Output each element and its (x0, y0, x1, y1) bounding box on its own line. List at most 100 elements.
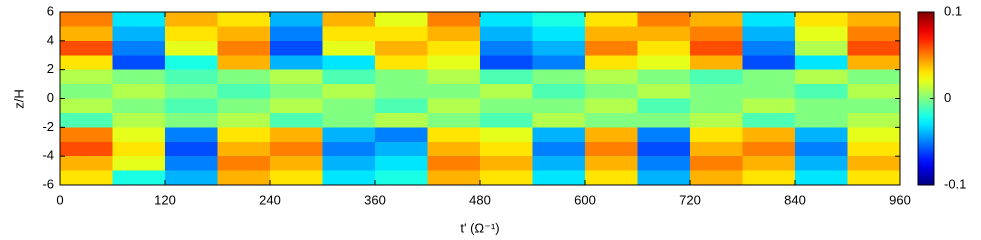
heatmap-cell (322, 112, 376, 128)
heatmap-cell (690, 26, 743, 42)
heatmap-cell (60, 40, 113, 56)
heatmap-cell (795, 69, 848, 85)
heatmap-cell (690, 127, 743, 143)
heatmap-cell (427, 156, 481, 172)
heatmap-cell (60, 127, 113, 143)
heatmap-cell (795, 84, 848, 99)
heatmap-cell (322, 55, 376, 71)
heatmap-cell (690, 141, 743, 157)
heatmap-cell (165, 156, 218, 172)
heatmap-cell (427, 40, 481, 56)
heatmap-cell (637, 26, 691, 42)
heatmap-cell (217, 112, 271, 128)
y-tick-label: 4 (47, 32, 54, 47)
heatmap-cell (375, 127, 428, 143)
heatmap-cell (585, 55, 638, 71)
heatmap-cell (532, 12, 586, 27)
heatmap-cell (847, 141, 901, 157)
heatmap-cell (585, 69, 638, 85)
heatmap-cell (532, 127, 586, 143)
heatmap-cell (742, 156, 796, 172)
heatmap-cell (427, 55, 481, 71)
heatmap-cell (60, 55, 113, 71)
heatmap-cell (165, 40, 218, 56)
heatmap-cell (637, 55, 691, 71)
heatmap-cell (322, 69, 376, 85)
heatmap-cell (322, 84, 376, 99)
heatmap-cell (112, 55, 166, 71)
heatmap-cell (795, 141, 848, 157)
heatmap-cell (270, 69, 323, 85)
y-tick-label: 2 (47, 61, 54, 76)
heatmap-cell (532, 112, 586, 128)
heatmap-cell (480, 12, 533, 27)
heatmap-cell (112, 26, 166, 42)
heatmap-cell (165, 170, 218, 186)
heatmap-cell (270, 127, 323, 143)
heatmap-cell (690, 69, 743, 85)
x-tick-label: 960 (889, 192, 911, 207)
heatmap-cell (427, 84, 481, 99)
heatmap-cell (585, 40, 638, 56)
heatmap-cell (322, 12, 376, 27)
heatmap-cell (217, 141, 271, 157)
heatmap-cell (585, 12, 638, 27)
heatmap-cell (60, 98, 113, 114)
heatmap-cell (217, 170, 271, 186)
heatmap-cell (532, 156, 586, 172)
heatmap-cell (690, 156, 743, 172)
heatmap-cell (480, 112, 533, 128)
heatmap-cell (585, 141, 638, 157)
heatmap-cell (480, 141, 533, 157)
heatmap-cell (270, 98, 323, 114)
heatmap-cell (112, 84, 166, 99)
heatmap-cell (480, 69, 533, 85)
heatmap-cell (637, 40, 691, 56)
heatmap-cell (60, 26, 113, 42)
heatmap-cell (112, 170, 166, 186)
heatmap-cell (690, 40, 743, 56)
heatmap-cell (322, 141, 376, 157)
y-tick-label: 6 (47, 3, 54, 18)
x-tick-label: 600 (574, 192, 596, 207)
heatmap-cell (847, 98, 901, 114)
heatmap-cell (742, 12, 796, 27)
heatmap-cell (480, 98, 533, 114)
heatmap-cell (112, 112, 166, 128)
heatmap-cell (112, 156, 166, 172)
heatmap-cell (112, 98, 166, 114)
y-tick-label: -2 (42, 119, 54, 134)
heatmap-cell (480, 127, 533, 143)
heatmap-cell (742, 69, 796, 85)
heatmap-cell (585, 127, 638, 143)
y-tick-label: -4 (42, 148, 54, 163)
heatmap-cell (742, 40, 796, 56)
heatmap-cell (375, 12, 428, 27)
heatmap-cell (217, 156, 271, 172)
heatmap (60, 12, 901, 186)
heatmap-cell (427, 12, 481, 27)
heatmap-cell (322, 170, 376, 186)
heatmap-cell (795, 156, 848, 172)
heatmap-cell (690, 84, 743, 99)
heatmap-cell (585, 98, 638, 114)
y-axis-label: z/H (11, 89, 26, 109)
heatmap-cell (637, 156, 691, 172)
heatmap-cell (165, 12, 218, 27)
heatmap-cell (795, 112, 848, 128)
heatmap-cell (270, 112, 323, 128)
heatmap-cell (742, 26, 796, 42)
heatmap-cell (165, 127, 218, 143)
heatmap-cell (532, 98, 586, 114)
heatmap-cell (637, 141, 691, 157)
heatmap-cell (585, 112, 638, 128)
heatmap-cell (165, 55, 218, 71)
heatmap-cell (847, 12, 901, 27)
heatmap-cell (427, 170, 481, 186)
heatmap-cell (217, 98, 271, 114)
heatmap-cell (532, 40, 586, 56)
heatmap-cell (270, 26, 323, 42)
heatmap-cell (270, 141, 323, 157)
heatmap-cell (637, 98, 691, 114)
heatmap-cell (847, 69, 901, 85)
